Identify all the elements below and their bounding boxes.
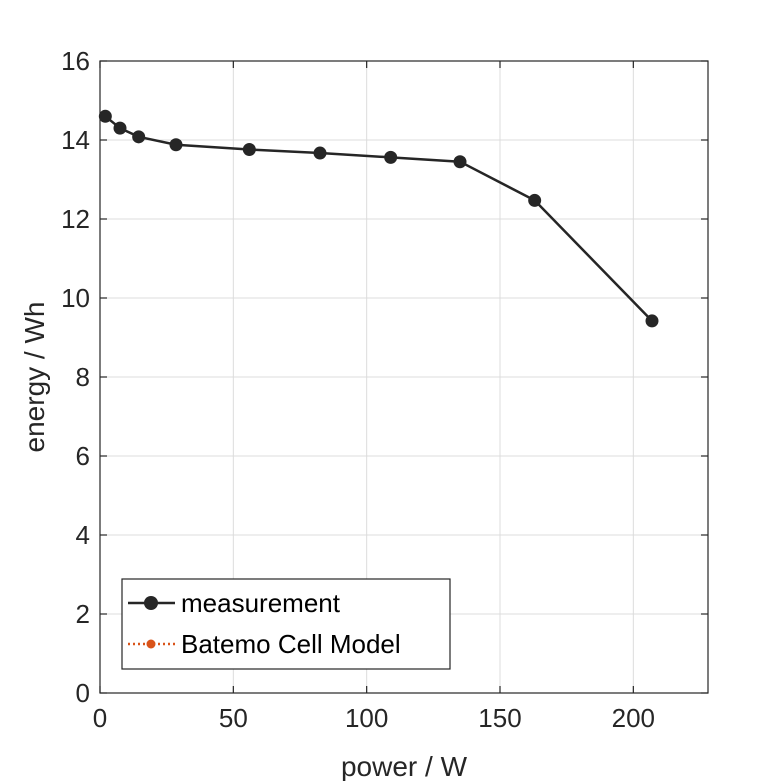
data-point xyxy=(384,150,398,164)
y-tick-label: 4 xyxy=(76,520,90,550)
y-tick-label: 16 xyxy=(61,46,90,76)
y-tick-label: 14 xyxy=(61,125,90,155)
legend-marker-batemo xyxy=(146,639,156,649)
y-axis-label: energy / Wh xyxy=(19,302,50,453)
x-tick-label: 100 xyxy=(345,703,388,733)
legend: measurement Batemo Cell Model xyxy=(121,578,451,670)
y-tick-label: 8 xyxy=(76,362,90,392)
data-point xyxy=(113,121,127,135)
y-tick-label: 0 xyxy=(76,678,90,708)
x-tick-label: 200 xyxy=(612,703,655,733)
data-point xyxy=(242,142,256,156)
data-point xyxy=(132,130,146,144)
y-tick-label: 12 xyxy=(61,204,90,234)
x-tick-label: 0 xyxy=(93,703,107,733)
legend-label-batemo: Batemo Cell Model xyxy=(181,629,401,659)
ticks: 0 50 100 150 200 0 2 4 6 8 10 12 14 16 xyxy=(61,46,708,733)
data-point xyxy=(169,138,183,152)
x-tick-label: 50 xyxy=(219,703,248,733)
data-point xyxy=(453,155,467,169)
legend-marker-measurement xyxy=(144,596,158,610)
y-tick-label: 6 xyxy=(76,441,90,471)
data-point xyxy=(313,146,327,160)
data-point xyxy=(645,314,659,328)
legend-label-measurement: measurement xyxy=(181,588,341,618)
data-point xyxy=(528,193,542,207)
series-line-0 xyxy=(104,115,653,322)
legend-box xyxy=(121,578,451,670)
x-tick-label: 150 xyxy=(478,703,521,733)
x-axis-label: power / W xyxy=(341,751,468,781)
data-point xyxy=(98,109,112,123)
y-tick-label: 10 xyxy=(61,283,90,313)
y-tick-label: 2 xyxy=(76,599,90,629)
series-layer xyxy=(98,109,659,328)
